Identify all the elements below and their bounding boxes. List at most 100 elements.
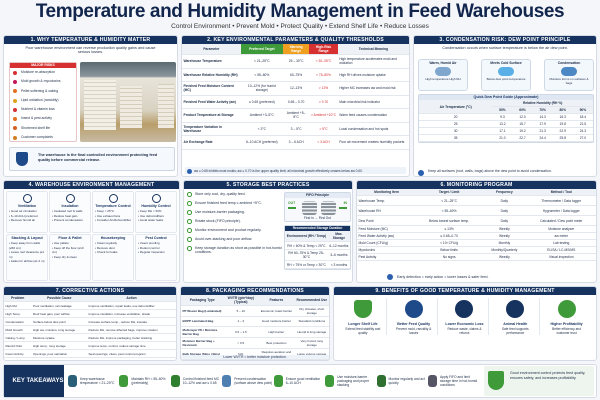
intro-text: Poor warehouse environment can reverse p…	[25, 46, 156, 55]
chart-up-icon	[455, 300, 474, 318]
takeaway-items: Keep warehouse temperature < 21–25°C Main…	[68, 367, 478, 395]
table-row: Temperature Variation in Warehouse < 3°C 3…	[182, 122, 409, 136]
stack-icon	[302, 201, 317, 215]
section-title: 2. KEY ENVIRONMENTAL PARAMETERS & QUALIT…	[182, 36, 409, 44]
takeaway-item: Use moisture-barrier packaging and prope…	[325, 367, 375, 395]
section-title: 7. CORRECTIVE ACTIONS	[4, 287, 176, 295]
condensation-drop-icon	[222, 375, 232, 387]
house-icon	[65, 194, 75, 203]
section-title: 1. WHY TEMPERATURE & HUMIDITY MATTER	[4, 36, 177, 44]
section-parameters: 2. KEY ENVIRONMENTAL PARAMETERS & QUALIT…	[181, 35, 410, 177]
column-header: Preferred Target	[240, 44, 283, 55]
section-storage-practices: 5. STORAGE BEST PRACTICES Store only coo…	[183, 180, 353, 283]
dew-step: Condensation Moisture forms on surfaces &…	[544, 59, 594, 91]
check-icon	[187, 219, 192, 224]
table-row: Multi-layer PE / Moisture Barrier Bag 0.5…	[181, 326, 329, 338]
fifo-title: FIFO Principle	[285, 193, 350, 198]
monitoring-note: Early detection = early action = lower l…	[387, 274, 489, 280]
stopwatch-icon	[376, 375, 386, 387]
key-takeaways-label: KEY TAKEAWAYS	[4, 365, 64, 397]
section-packaging: 8. PACKAGING RECOMMENDATIONS Packaging T…	[180, 286, 330, 361]
benefit-item: Lower Economic Loss Reduce waste, claims …	[441, 298, 489, 336]
section-why-matters: 1. WHY TEMPERATURE & HUMIDITY MATTER Poo…	[3, 35, 178, 177]
fifo-caption: First In → First Out	[304, 216, 331, 220]
duration-table: Environment (RH / Temp) Max. Storage RH < …	[285, 231, 350, 269]
fan-icon	[273, 375, 283, 387]
risks-list: Moisture re-absorption Mold growth & myco…	[10, 68, 76, 142]
section-corrective-actions: 7. CORRECTIVE ACTIONS Problem Possible Ca…	[3, 286, 177, 361]
benefit-item: Animal Health Safe feed supports performa…	[492, 298, 540, 336]
benefit-item: Longer Shelf Life Extend feed stability a…	[339, 298, 388, 336]
arrow-right-icon	[339, 207, 347, 209]
practice-item: Ensure finished feed temp ≤ ambient +5°C…	[187, 201, 282, 206]
takeaway-item: Prevent condensation (surface above dew …	[222, 367, 272, 395]
shield-check-icon	[488, 371, 504, 390]
management-card: Insulation • Insulated roof & walls • Redu…	[49, 191, 91, 233]
fifo-box: FIFO Principle OUT IN First In → First O…	[284, 192, 351, 222]
management-card: Humidity Control • Keep RH < 60% • Use deh…	[135, 191, 177, 233]
final-note: Good environment control protects feed q…	[484, 366, 594, 396]
risk-icon	[13, 79, 17, 84]
table-row: Air Exchange Rate 6–10 ACH (preferred) 3 –…	[182, 135, 409, 150]
table-row: Dew Point Below lowest surface temp. Daily…	[357, 215, 596, 226]
table-row: Pest Activity No signs Weekly Visual inspec…	[357, 253, 596, 261]
table-row: 20 9.3 12.0 14.3 16.3 18.4	[419, 113, 593, 121]
risks-title: MAJOR RISKS	[10, 63, 76, 68]
section-monitoring: 6. MONITORING PROGRAM Monitoring Item Tar…	[356, 180, 597, 283]
takeaway-item: Keep warehouse temperature < 21–25°C	[68, 367, 118, 395]
final-note-text: Good environment control protects feed q…	[510, 371, 586, 380]
practice-item: Avoid over-stacking and poor airflow.	[187, 237, 282, 242]
check-icon	[187, 210, 192, 215]
table-row: Mold Growth High aw, moisture, long stora…	[4, 325, 176, 334]
takeaway-item: Maintain RH < 55–60% (preferably)	[119, 367, 169, 395]
arrow-left-icon	[288, 207, 296, 209]
takeaway-item: Apply FIFO and limit storage time in hot…	[427, 367, 478, 395]
table-row: BOPP Laminated Bag 1 – 3 Good moisture bar…	[181, 316, 329, 327]
table-row: Mold Count (CFU/g) < 10³ CFU/g Monthly Lab …	[357, 239, 596, 247]
benefit-item: Better Feed Quality Prevent mold, rancidi…	[390, 298, 439, 336]
section-environment-management: 4. WAREHOUSE ENVIRONMENT MANAGEMENT Vent…	[3, 180, 180, 283]
column-header: Parameter	[182, 44, 241, 55]
table-row: Feed Moisture (MC) ≤ 13% Weekly Moisture an…	[357, 225, 596, 233]
note-box: The warehouse is the final controlled en…	[9, 147, 175, 171]
table-row: Caking / Lump Moisture uptake Reduce RH, i…	[4, 333, 176, 342]
stack-icon	[321, 201, 336, 215]
risk-icon	[13, 70, 17, 75]
table-row: 25 13.2 15.7 17.9 19.8 21.5	[419, 120, 593, 128]
table-row: Product Temperature at Storage Ambient +3…	[182, 108, 409, 123]
management-card: Housekeeping • Clean regularly • Remove du…	[92, 234, 134, 281]
table-row: RH > 75% or Temp > 30°C < 3 months	[285, 260, 350, 269]
warehouse-photo	[80, 62, 176, 142]
table-row: Rancid Odor High temp., long storage Impro…	[4, 341, 176, 350]
table-row: PP Woven Bag (Laminated) 5 – 10 Economic, …	[181, 305, 329, 317]
intro-text: Condensation occurs when surface tempera…	[442, 45, 568, 50]
humidity-icon	[151, 194, 161, 203]
dew-table-box: Quick Dew Point Guide (Approximate) Air …	[418, 94, 594, 143]
table-row: Finished Feed Water Activity (aw) ≤ 0.65 …	[182, 95, 409, 109]
duration-title: Recommended Storage Duration	[285, 226, 350, 231]
table-row: High Temp. Roof heat gain, poor airflow Im…	[4, 309, 176, 318]
shield-icon	[16, 152, 28, 166]
key-takeaways-bar: KEY TAKEAWAYS Keep warehouse temperature…	[3, 364, 597, 398]
section-title: 3. CONDENSATION RISK: DEW POINT PRINCIPL…	[414, 36, 596, 44]
section-title: 5. STORAGE BEST PRACTICES	[184, 181, 352, 189]
table-row: Insect Activity Openings, poor sanitation…	[4, 349, 176, 358]
risk-icon	[13, 117, 17, 122]
risk-item: Nutrient & vitamin loss	[10, 105, 76, 114]
benefit-item: Higher Profitability Better efficiency an…	[543, 298, 591, 335]
risk-icon	[13, 89, 17, 94]
management-cards: Ventilation • Good air circulation • 6–10 …	[4, 189, 179, 282]
dew-steps: Warm, Humid Air High temperature High RH M…	[418, 59, 594, 91]
column-header: High-Risk Range	[309, 44, 338, 55]
drop-icon	[170, 375, 180, 387]
risk-icon	[13, 135, 17, 140]
table-row: Warehouse Relative Humidity (RH) < 55–60%…	[182, 68, 409, 82]
table-row: Condensation Surface below dew point Incre…	[4, 317, 176, 326]
management-card: Pest Control • Insect proofing • Rodent co…	[135, 234, 177, 281]
page-title: Temperature and Humidity Management in F…	[35, 1, 565, 22]
table-row: Finished Feed Moisture Content (MC) 10–12…	[182, 81, 409, 96]
dew-step: Meets Cold Surface Below dew point temper…	[481, 59, 531, 91]
check-icon	[187, 228, 192, 233]
practice-item: Keep storage duration as short as possib…	[187, 246, 282, 255]
risk-icon	[13, 98, 17, 103]
